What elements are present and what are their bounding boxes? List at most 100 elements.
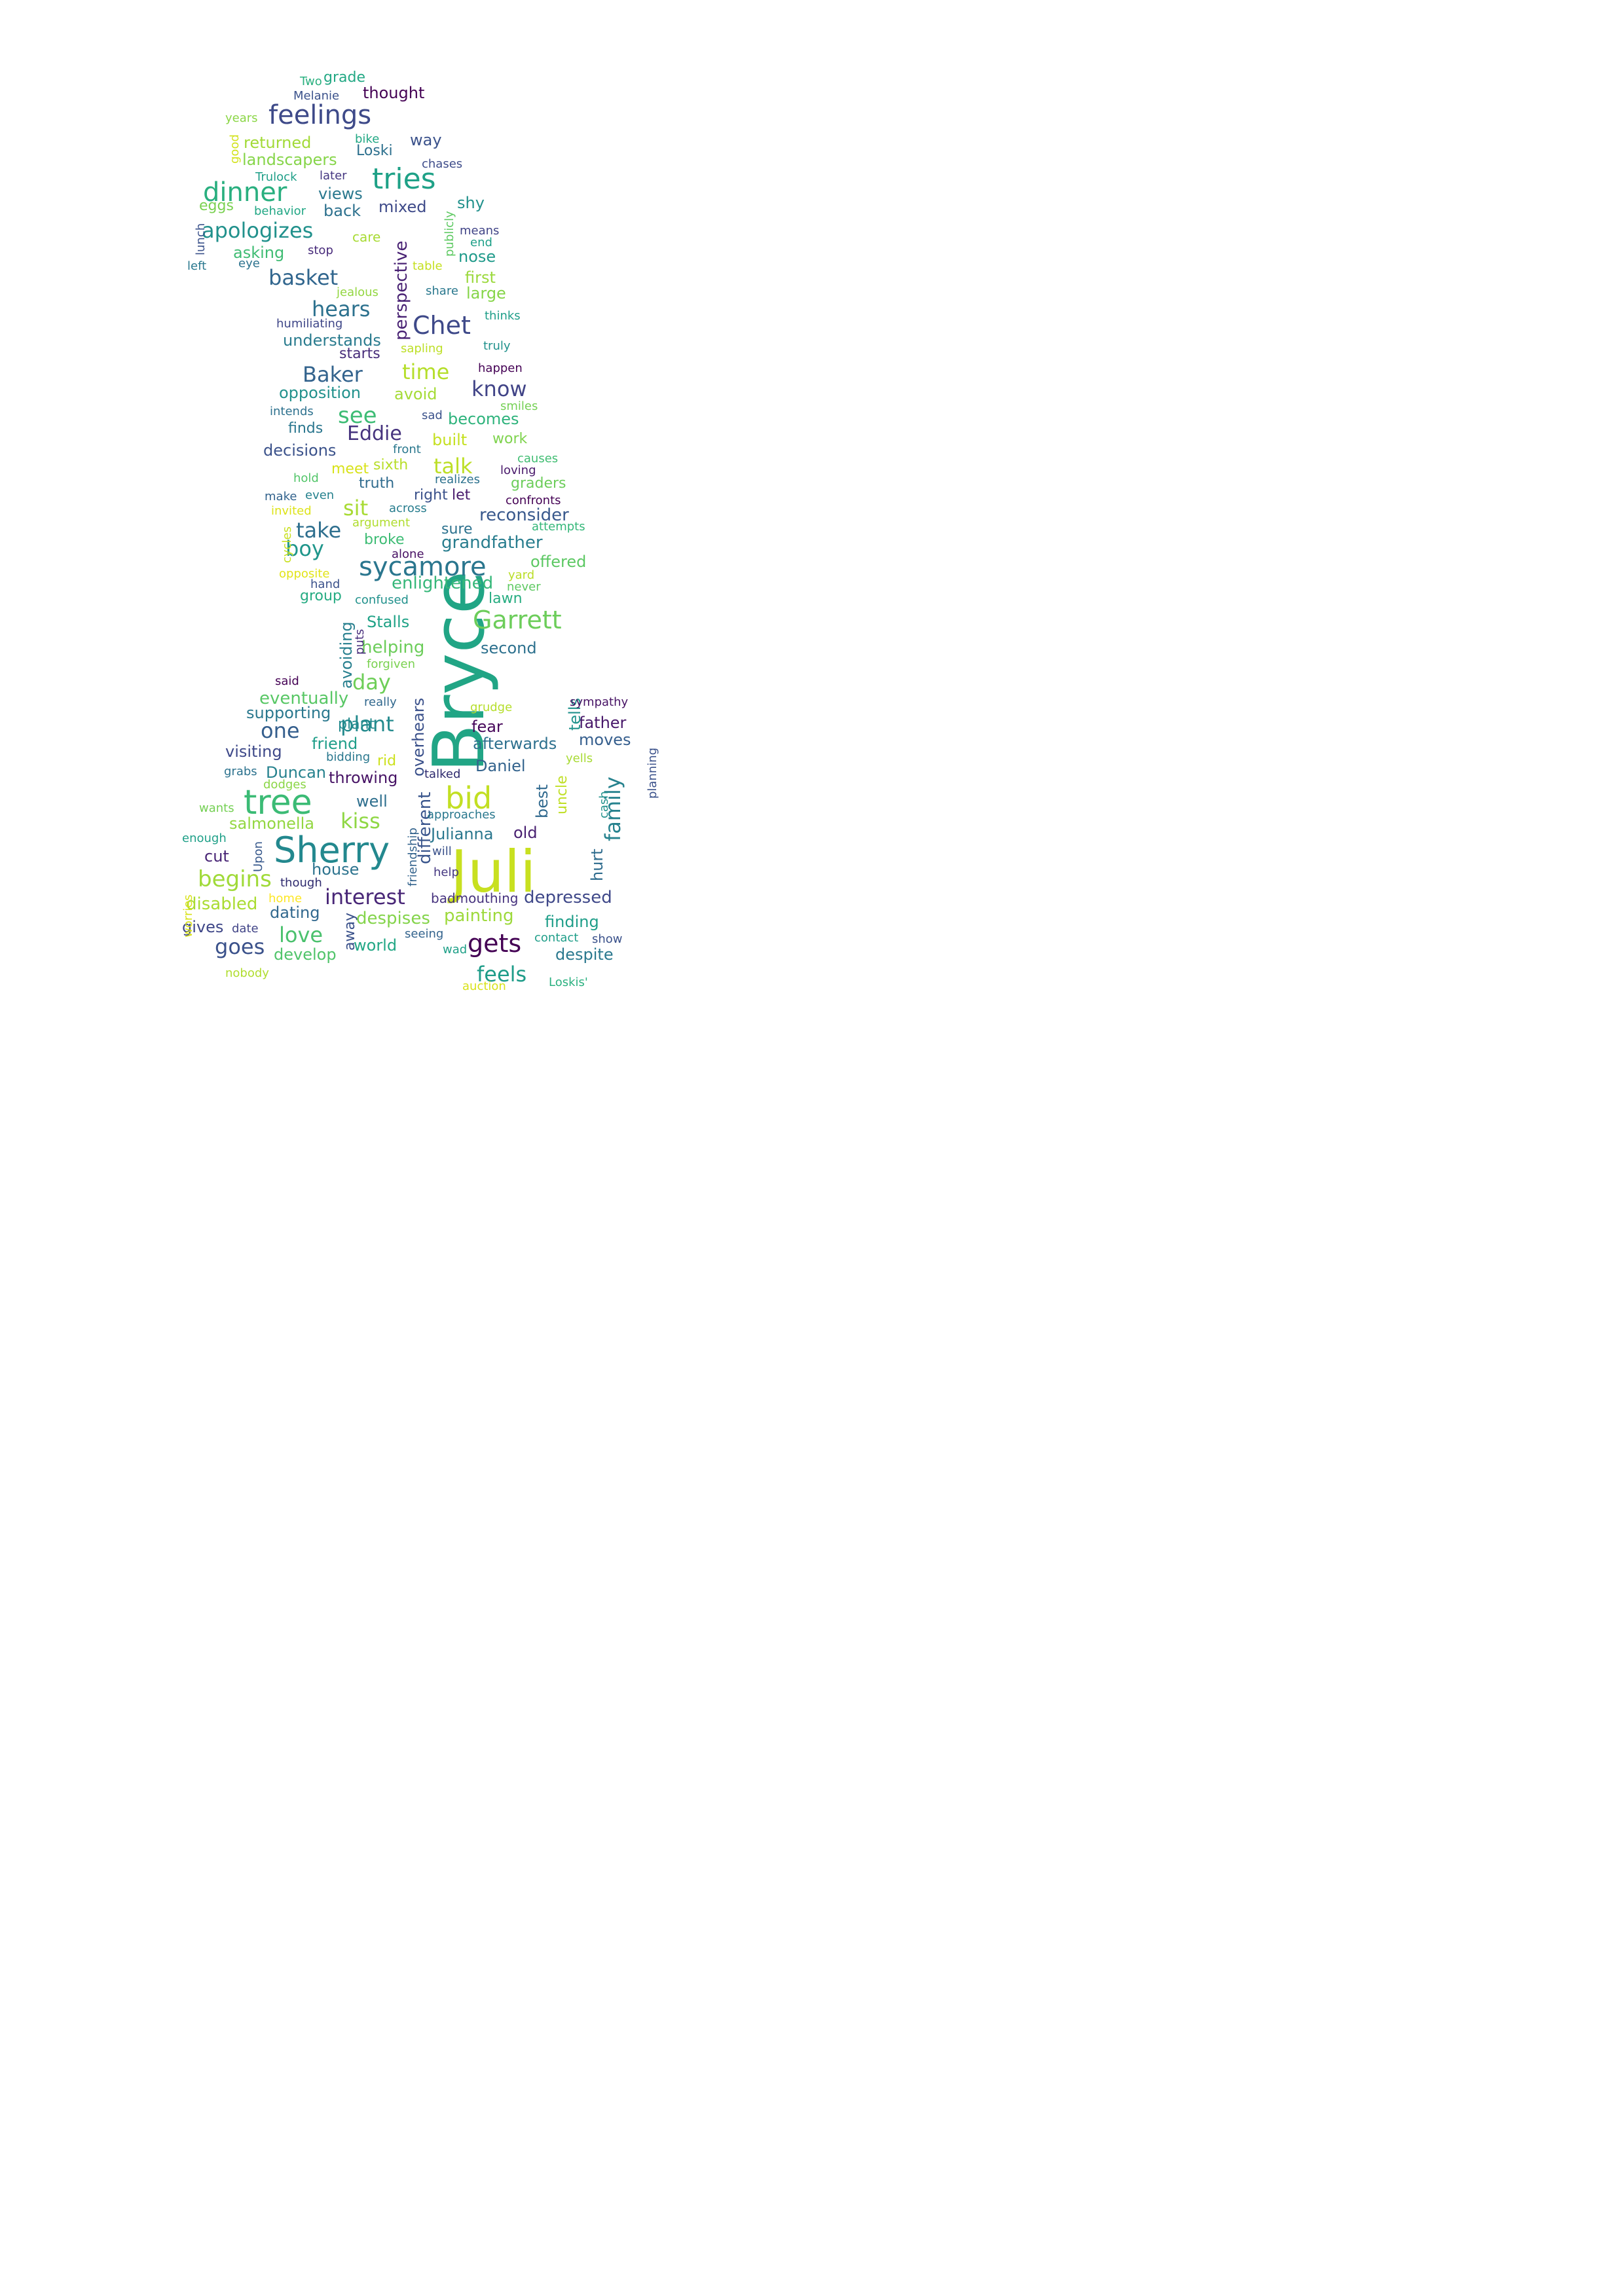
cloud-word: across (389, 501, 427, 515)
word-cloud: Bryce Juli Sherry tree bid tries feelings dinne… (0, 0, 727, 1027)
cloud-word: way (410, 131, 442, 149)
cloud-word: reconsider (479, 505, 569, 525)
cloud-word: confused (355, 593, 409, 607)
cloud-word: apologizes (202, 218, 314, 243)
cloud-word: sapling (401, 342, 443, 355)
cloud-word: uncle (554, 775, 570, 814)
cloud-word: happen (478, 361, 523, 375)
cloud-word: Daniel (475, 757, 526, 775)
cloud-word: grandfather (441, 533, 543, 553)
cloud-word: tries (372, 162, 436, 196)
cloud-word: enough (182, 831, 227, 845)
cloud-word: finds (288, 420, 323, 437)
cloud-word: enlightened (392, 574, 494, 593)
cloud-word: sixth (373, 457, 409, 473)
cloud-word: depressed (524, 888, 612, 907)
cloud-word: despite (555, 945, 614, 964)
cloud-word: forgiven (367, 657, 415, 671)
cloud-word: painting (444, 906, 514, 926)
cloud-word: Sherry (274, 829, 390, 871)
cloud-word: offered (530, 553, 587, 571)
cloud-word: interest (325, 884, 405, 909)
cloud-word: cut (204, 847, 229, 866)
cloud-word: sit (343, 496, 369, 520)
cloud-word: argument (352, 516, 411, 530)
cloud-word: love (279, 922, 323, 947)
cloud-word: house (312, 860, 360, 879)
cloud-word: cycles (280, 526, 294, 563)
cloud-word: Baker (303, 362, 363, 387)
cloud-word: plant (338, 716, 375, 733)
cloud-word: goes (215, 934, 265, 959)
cloud-word: yard (508, 568, 535, 582)
cloud-word: father (579, 714, 627, 732)
cloud-word: approaches (427, 808, 496, 822)
cloud-word: though (280, 876, 322, 890)
cloud-word: salmonella (229, 814, 314, 833)
cloud-word: loving (500, 464, 536, 477)
cloud-word: never (507, 580, 541, 594)
cloud-word: thinks (485, 309, 521, 323)
cloud-word: finding (545, 913, 599, 931)
cloud-word: Loski (356, 143, 393, 159)
cloud-word: date (232, 922, 259, 936)
cloud-word: worries (181, 894, 195, 938)
cloud-word: eggs (199, 198, 234, 214)
cloud-word: world (354, 936, 397, 955)
cloud-word: cash (597, 791, 611, 818)
cloud-word: meet (331, 461, 369, 477)
cloud-word: first (465, 268, 496, 287)
cloud-word: graders (511, 475, 566, 492)
cloud-word: humiliating (276, 317, 343, 331)
cloud-word: supporting (246, 704, 331, 722)
cloud-word: really (364, 695, 397, 709)
cloud-word: intends (270, 405, 314, 418)
cloud-word: afterwards (473, 735, 557, 753)
cloud-word: sure (441, 521, 473, 538)
cloud-word: overhears (409, 697, 428, 776)
cloud-word: rid (377, 753, 397, 769)
cloud-word: boy (286, 536, 324, 561)
cloud-word: wad (443, 943, 468, 957)
cloud-word: friendship (406, 828, 420, 886)
cloud-word: dodges (263, 778, 306, 792)
cloud-word: know (471, 376, 527, 401)
cloud-word: thought (363, 84, 425, 102)
cloud-word: dating (270, 903, 320, 922)
cloud-word: means (460, 224, 500, 238)
cloud-word: decisions (263, 441, 337, 460)
cloud-word: attempts (532, 520, 585, 534)
cloud-word: Duncan (266, 763, 327, 782)
cloud-word: back (323, 202, 361, 220)
cloud-word: Chet (413, 311, 471, 340)
cloud-word: well (356, 792, 388, 811)
cloud-word: opposition (279, 384, 361, 402)
cloud-word: Upon (251, 841, 265, 872)
cloud-word: planning (646, 747, 659, 799)
cloud-word: develop (274, 945, 337, 964)
cloud-word: make (265, 490, 297, 503)
cloud-word: share (426, 284, 458, 298)
cloud-word: Stalls (367, 613, 410, 631)
cloud-word: lawn (489, 591, 523, 607)
cloud-word: time (402, 359, 450, 384)
cloud-word: years (225, 111, 258, 125)
cloud-word: day (352, 670, 391, 695)
cloud-word: Garrett (473, 606, 562, 634)
cloud-word: basket (268, 265, 339, 290)
cloud-word: views (318, 185, 363, 203)
cloud-word: nose (458, 247, 496, 266)
cloud-word: avoiding (337, 621, 356, 689)
cloud-word: sad (422, 409, 443, 422)
cloud-word: badmouthing (431, 890, 519, 906)
cloud-word: later (320, 169, 347, 183)
cloud-word: eye (238, 257, 260, 270)
cloud-word: Two (300, 75, 322, 88)
cloud-word: bid (445, 780, 492, 816)
cloud-word: right (414, 487, 448, 503)
cloud-word: tree (244, 783, 312, 822)
cloud-word: wants (199, 801, 234, 815)
cloud-word: second (481, 639, 537, 657)
cloud-word: chases (422, 157, 463, 171)
cloud-word: begins (198, 866, 272, 892)
